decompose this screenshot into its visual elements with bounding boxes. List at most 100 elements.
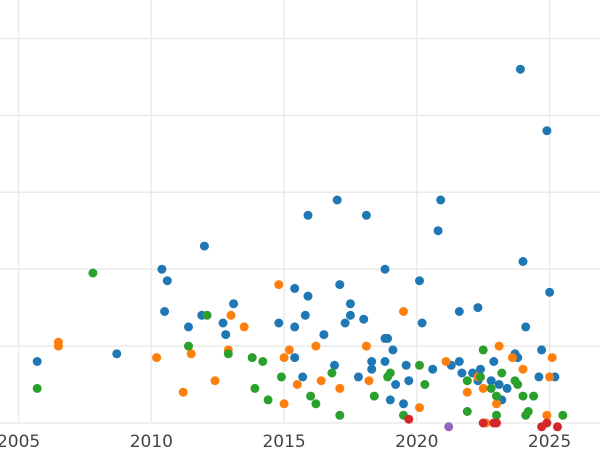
data-point-series-1 [399, 399, 408, 409]
data-point-series-1 [160, 307, 170, 316]
data-point-series-1 [199, 241, 209, 251]
data-point-series-1 [415, 276, 424, 286]
data-point-series-1 [218, 318, 228, 328]
data-point-series-3 [202, 310, 212, 320]
data-point-series-1 [537, 345, 547, 355]
data-point-series-3 [327, 368, 337, 378]
data-point-series-2 [547, 353, 557, 363]
data-point-series-1 [521, 322, 531, 332]
data-point-series-2 [492, 399, 501, 409]
data-point-series-2 [542, 410, 552, 420]
data-point-series-3 [492, 391, 501, 401]
data-point-series-4 [553, 422, 562, 432]
data-point-series-1 [359, 314, 369, 324]
data-point-series-1 [274, 318, 284, 328]
data-point-series-1 [361, 210, 371, 220]
data-point-series-2 [186, 349, 196, 359]
points-layer [32, 64, 568, 432]
x-tick-label: 2025 [528, 432, 571, 450]
data-point-series-1 [345, 299, 355, 309]
data-point-series-1 [518, 257, 528, 266]
data-point-series-2 [284, 345, 294, 355]
data-point-series-1 [32, 357, 42, 366]
data-point-series-4 [542, 418, 552, 428]
data-point-series-1 [476, 364, 485, 374]
data-point-series-2 [292, 380, 302, 389]
data-point-series-1 [345, 310, 355, 320]
data-point-series-3 [258, 357, 268, 366]
data-point-series-3 [306, 391, 316, 401]
data-point-series-1 [417, 318, 427, 328]
data-point-series-1 [330, 360, 339, 370]
data-point-series-3 [223, 349, 233, 359]
grid-layer [0, 0, 600, 424]
data-point-series-2 [441, 357, 451, 366]
x-tick-label: 2005 [0, 432, 40, 450]
data-point-series-1 [290, 353, 300, 363]
data-point-series-1 [545, 287, 555, 297]
data-point-series-1 [433, 226, 443, 236]
data-point-series-3 [311, 399, 321, 409]
data-point-series-3 [276, 372, 286, 382]
data-point-series-1 [404, 376, 414, 386]
data-point-series-1 [303, 210, 313, 220]
data-point-series-2 [518, 364, 528, 374]
data-point-series-1 [457, 368, 467, 378]
data-point-series-1 [515, 64, 525, 74]
data-point-series-1 [454, 307, 464, 316]
data-point-series-1 [401, 360, 411, 370]
data-point-series-1 [454, 357, 464, 366]
data-point-series-4 [478, 418, 488, 428]
data-point-series-1 [319, 330, 329, 340]
data-point-series-1 [534, 372, 544, 382]
data-point-series-1 [385, 395, 395, 405]
data-point-series-2 [507, 353, 517, 363]
data-point-series-1 [332, 195, 342, 205]
data-point-series-5 [444, 422, 454, 432]
data-point-series-1 [380, 357, 390, 366]
data-point-series-2 [239, 322, 249, 332]
data-point-series-2 [364, 376, 374, 386]
data-point-series-1 [380, 264, 390, 274]
x-tick-label: 2020 [395, 432, 438, 450]
data-point-series-1 [388, 345, 398, 355]
data-point-series-2 [178, 387, 188, 397]
data-point-series-1 [298, 372, 308, 382]
data-point-series-1 [300, 310, 310, 320]
x-tick-label: 2015 [262, 432, 305, 450]
data-point-series-3 [184, 341, 193, 351]
data-point-series-4 [492, 418, 501, 428]
data-point-series-1 [428, 364, 438, 374]
data-point-series-3 [478, 345, 488, 355]
data-point-series-2 [311, 341, 321, 351]
data-point-series-2 [415, 403, 424, 413]
data-point-series-1 [391, 380, 401, 389]
data-point-series-1 [436, 195, 446, 205]
data-point-series-2 [399, 307, 408, 316]
data-point-series-3 [521, 410, 531, 420]
data-point-series-1 [473, 303, 483, 313]
data-point-series-1 [486, 376, 496, 386]
data-point-series-1 [542, 126, 552, 136]
data-point-series-2 [494, 341, 504, 351]
data-point-series-3 [462, 376, 472, 386]
data-point-series-3 [462, 407, 472, 416]
data-point-series-3 [247, 353, 257, 363]
data-point-series-3 [420, 380, 430, 389]
data-point-series-3 [263, 395, 273, 405]
data-point-series-1 [353, 372, 363, 382]
data-point-series-2 [478, 383, 488, 393]
data-point-series-2 [279, 399, 289, 409]
data-point-series-3 [32, 383, 42, 393]
data-point-series-1 [112, 349, 122, 359]
data-point-series-3 [486, 383, 496, 393]
data-point-series-4 [404, 414, 414, 424]
data-point-series-3 [513, 380, 523, 389]
data-point-series-3 [369, 391, 379, 401]
data-point-series-1 [335, 280, 345, 290]
data-point-series-1 [383, 333, 393, 343]
data-point-series-3 [558, 410, 568, 420]
data-point-series-2 [53, 341, 63, 351]
data-point-series-1 [489, 357, 499, 366]
